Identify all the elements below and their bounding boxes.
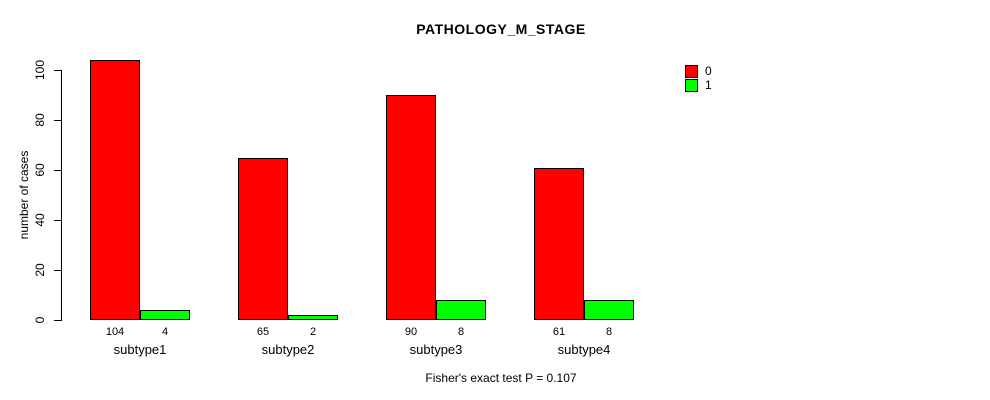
y-tick-mark xyxy=(54,69,61,71)
annotation-text: Fisher's exact test P = 0.107 xyxy=(425,371,577,385)
y-tick-label: 100 xyxy=(33,59,47,81)
legend-entry-1: 1 xyxy=(685,79,712,92)
bar-series-1-subtype1 xyxy=(140,310,190,320)
x-category-label-subtype4: subtype4 xyxy=(557,342,611,357)
y-axis-label: number of cases xyxy=(17,150,31,240)
legend-label: 0 xyxy=(705,64,712,78)
bar-value-label: 4 xyxy=(161,326,169,338)
y-tick-label: 80 xyxy=(33,113,47,127)
y-tick-mark xyxy=(54,219,61,221)
y-axis-line xyxy=(61,70,62,321)
legend-swatch-icon xyxy=(685,65,698,78)
y-tick-label: 40 xyxy=(33,213,47,227)
bar-value-label: 104 xyxy=(105,326,125,338)
y-tick-mark xyxy=(54,119,61,121)
bar-series-1-subtype2 xyxy=(288,315,338,320)
x-category-label-subtype1: subtype1 xyxy=(113,342,167,357)
y-tick-mark xyxy=(54,269,61,271)
bar-value-label: 61 xyxy=(552,326,566,338)
y-tick-mark xyxy=(54,319,61,321)
y-tick-label: 0 xyxy=(33,316,47,324)
legend-entry-0: 0 xyxy=(685,65,712,78)
bar-value-label: 8 xyxy=(605,326,613,338)
bar-series-1-subtype4 xyxy=(584,300,634,320)
bar-series-0-subtype3 xyxy=(386,95,436,320)
bar-series-0-subtype4 xyxy=(534,167,584,320)
chart-title: PATHOLOGY_M_STAGE xyxy=(416,21,586,37)
bar-value-label: 8 xyxy=(457,326,465,338)
bar-series-0-subtype2 xyxy=(238,157,288,320)
legend-label: 1 xyxy=(705,78,712,92)
x-category-label-subtype2: subtype2 xyxy=(261,342,315,357)
bar-value-label: 2 xyxy=(309,326,317,338)
legend-swatch-icon xyxy=(685,79,698,92)
bar-value-label: 65 xyxy=(256,326,270,338)
x-category-label-subtype3: subtype3 xyxy=(409,342,463,357)
y-tick-label: 60 xyxy=(33,163,47,177)
y-tick-label: 20 xyxy=(33,263,47,277)
y-tick-mark xyxy=(54,169,61,171)
bar-series-1-subtype3 xyxy=(436,300,486,320)
bar-series-0-subtype1 xyxy=(90,60,140,320)
bar-value-label: 90 xyxy=(404,326,418,338)
